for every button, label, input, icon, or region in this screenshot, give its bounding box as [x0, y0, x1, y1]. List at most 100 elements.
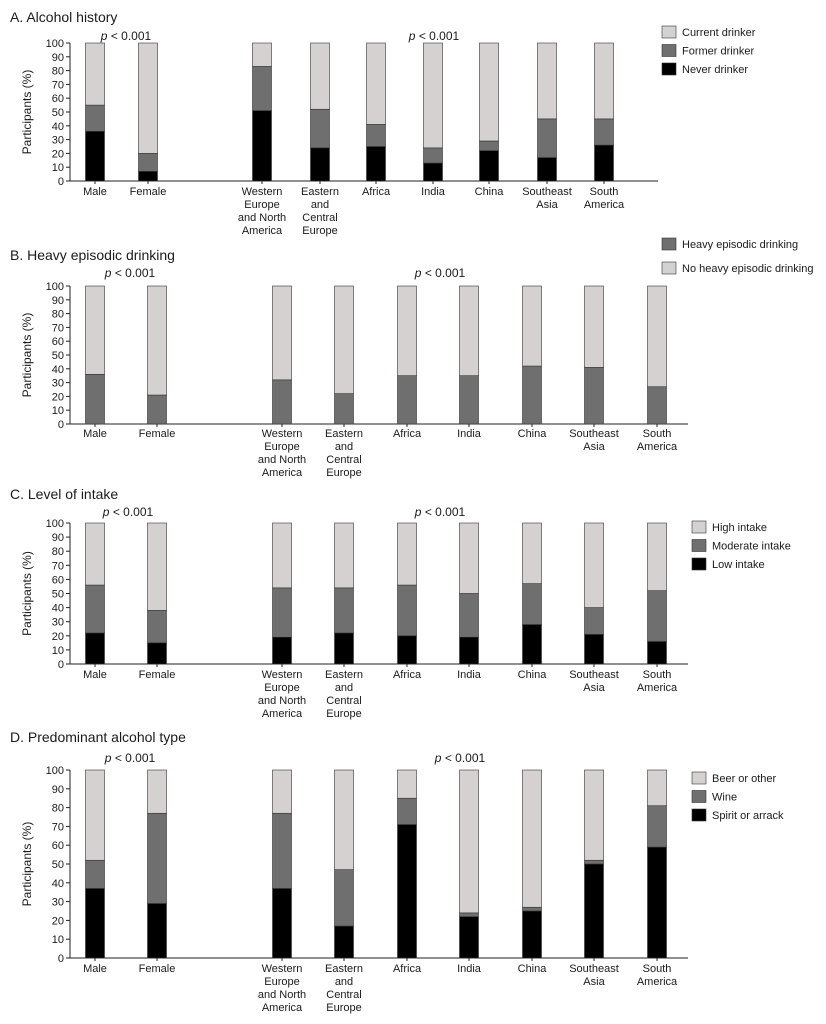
bar-segment: [334, 869, 354, 927]
bar-segment: [85, 859, 105, 889]
bar-segment: [310, 108, 330, 149]
bar-segment: [272, 812, 292, 889]
bar-segment: [522, 910, 542, 959]
y-tick-label: 100: [46, 765, 64, 777]
y-tick-label: 60: [52, 840, 64, 852]
p-value-label: p < 0.001: [104, 751, 156, 765]
p-value-text: < 0.001: [111, 751, 155, 765]
bar-segment: [423, 162, 443, 182]
legend-label: Never drinker: [682, 64, 748, 76]
bar-segment: [522, 583, 542, 625]
y-tick-label: 30: [52, 378, 64, 390]
x-tick-label-line: Western: [242, 186, 283, 198]
x-tick-label-line: America: [584, 199, 625, 211]
y-tick-label: 0: [58, 659, 64, 671]
x-tick-label-line: India: [421, 186, 446, 198]
x-tick-label: Male: [83, 186, 107, 198]
legend-label: No heavy episodic drinking: [682, 263, 813, 275]
x-tick-label-line: Europe: [264, 976, 299, 988]
bar-segment: [459, 916, 479, 959]
bar-segment: [85, 888, 105, 959]
bar-segment: [459, 593, 479, 638]
x-tick-label: South America: [584, 186, 625, 211]
y-axis-label: Participants (%): [20, 313, 34, 398]
x-tick-label-line: Central: [302, 212, 337, 224]
y-tick-label: 10: [52, 405, 64, 417]
bar-segment: [647, 641, 667, 665]
p-value-symbol: p: [408, 29, 416, 43]
y-tick-label: 30: [52, 135, 64, 147]
y-tick-label: 80: [52, 309, 64, 321]
y-tick-label: 10: [52, 645, 64, 657]
legend-swatch: [691, 557, 707, 571]
p-value-text: < 0.001: [421, 266, 465, 280]
panel-title: B. Heavy episodic drinking: [10, 247, 175, 263]
y-tick-label: 60: [52, 93, 64, 105]
bar-segment: [147, 285, 167, 396]
x-tick-label: Africa: [393, 428, 422, 440]
p-value-label: p < 0.001: [434, 751, 486, 765]
x-tick-label-line: Central: [326, 989, 361, 1001]
y-tick-label: 20: [52, 148, 64, 160]
bar-segment: [584, 859, 604, 865]
bar-segment: [459, 285, 479, 376]
x-tick-label-line: Eastern: [325, 963, 363, 975]
x-tick-label-line: Eastern: [325, 428, 363, 440]
bar-segment: [252, 110, 272, 182]
x-tick-label-line: America: [262, 467, 303, 479]
x-tick-label-line: Europe: [264, 441, 299, 453]
x-tick-label-line: and North: [258, 989, 306, 1001]
x-tick-label-line: and: [335, 441, 353, 453]
panel-title: C. Level of intake: [10, 486, 118, 502]
p-value-symbol: p: [102, 505, 110, 519]
p-value-label: p < 0.001: [104, 266, 156, 280]
bar-segment: [647, 590, 667, 642]
bar-segment: [647, 846, 667, 959]
x-tick-label-line: Male: [83, 669, 107, 681]
p-value-symbol: p: [104, 266, 112, 280]
p-value-text: < 0.001: [421, 505, 465, 519]
y-tick-label: 20: [52, 631, 64, 643]
x-tick-label: Female: [139, 669, 176, 681]
legend-swatch: [691, 539, 707, 552]
bar-segment: [334, 632, 354, 665]
y-tick-label: 40: [52, 121, 64, 133]
bar-segment: [522, 624, 542, 665]
p-value-label: p < 0.001: [414, 266, 466, 280]
y-tick-label: 80: [52, 66, 64, 78]
x-tick-label-line: Europe: [326, 467, 361, 479]
bar-segment: [594, 42, 614, 120]
p-value-symbol: p: [434, 751, 442, 765]
x-tick-label: China: [518, 428, 548, 440]
bar-segment: [459, 636, 479, 665]
x-tick-label-line: Europe: [264, 682, 299, 694]
legend-label: Spirit or arrack: [712, 810, 784, 822]
y-tick-label: 100: [46, 518, 64, 530]
x-tick-label-line: Male: [83, 186, 107, 198]
y-tick-label: 10: [52, 162, 64, 174]
x-tick-label-line: Asia: [583, 976, 605, 988]
y-tick-label: 40: [52, 878, 64, 890]
legend-label: Former drinker: [682, 46, 754, 58]
x-tick-label: China: [518, 963, 548, 975]
x-tick-label-line: Southeast: [569, 963, 619, 975]
bar-segment: [594, 144, 614, 182]
x-tick-label: South America: [637, 428, 678, 453]
x-tick-label-line: Europe: [326, 708, 361, 720]
bar-segment: [397, 285, 417, 376]
bar-segment: [147, 812, 167, 904]
y-tick-label: 90: [52, 52, 64, 64]
x-tick-label-line: Europe: [244, 199, 279, 211]
y-tick-label: 90: [52, 532, 64, 544]
legend-swatch: [691, 790, 707, 803]
bar-segment: [522, 522, 542, 584]
p-value-text: < 0.001: [111, 266, 155, 280]
x-tick-label-line: and North: [258, 695, 306, 707]
bar-segment: [85, 42, 105, 106]
bar-segment: [522, 285, 542, 367]
x-tick-label: Southeast Asia: [522, 186, 572, 211]
bar-segment: [584, 367, 604, 425]
bar-segment: [147, 769, 167, 814]
x-tick-label-line: Southeast: [569, 428, 619, 440]
x-tick-label: Male: [83, 963, 107, 975]
